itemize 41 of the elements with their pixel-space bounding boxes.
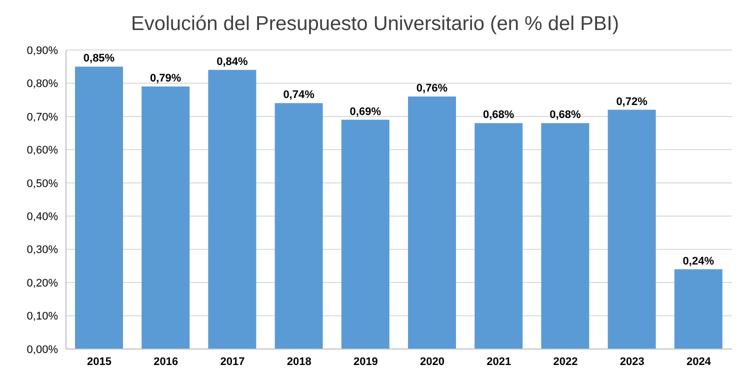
x-tick-label: 2017 (220, 356, 245, 368)
bar (75, 66, 123, 349)
y-tick-label: 0,20% (26, 277, 58, 290)
bar (408, 96, 456, 349)
data-label: 0,68% (550, 109, 582, 122)
bar (674, 269, 722, 349)
data-label: 0,84% (216, 56, 248, 68)
x-tick-label: 2024 (686, 356, 712, 368)
x-tick-label: 2018 (286, 356, 312, 368)
bar (341, 120, 390, 349)
data-label: 0,69% (350, 106, 382, 118)
y-tick-label: 0,10% (26, 310, 58, 323)
x-tick-label: 2023 (620, 356, 644, 368)
x-tick-label: 2022 (553, 356, 578, 368)
x-tick-label: 2015 (87, 356, 112, 368)
data-label: 0,79% (150, 72, 182, 85)
x-tick-label: 2019 (353, 356, 378, 368)
bar (474, 123, 523, 349)
data-label: 0,68% (483, 109, 514, 122)
chart-title: Evolución del Presupuesto Universitario (en % del PBI) (130, 12, 620, 37)
data-label: 0,24% (682, 255, 714, 268)
y-tick-label: 0,30% (26, 244, 58, 256)
bar (274, 103, 323, 349)
data-label: 0,72% (616, 96, 648, 108)
data-label: 0,85% (83, 52, 115, 65)
y-tick-label: 0,80% (26, 78, 58, 90)
data-label: 0,74% (283, 89, 315, 102)
bar (541, 123, 590, 349)
x-tick-label: 2020 (420, 356, 445, 368)
x-tick-label: 2016 (154, 356, 178, 368)
x-tick-label: 2021 (486, 356, 512, 368)
y-tick-label: 0,00% (26, 344, 58, 356)
y-tick-label: 0,90% (26, 44, 58, 57)
bar (142, 86, 190, 349)
bar (608, 110, 656, 349)
y-tick-label: 0,50% (26, 178, 58, 190)
y-tick-label: 0,40% (26, 211, 58, 224)
y-tick-label: 0,60% (26, 144, 58, 157)
bar (208, 70, 256, 349)
y-tick-label: 0,70% (26, 111, 58, 124)
data-label: 0,76% (416, 82, 448, 95)
